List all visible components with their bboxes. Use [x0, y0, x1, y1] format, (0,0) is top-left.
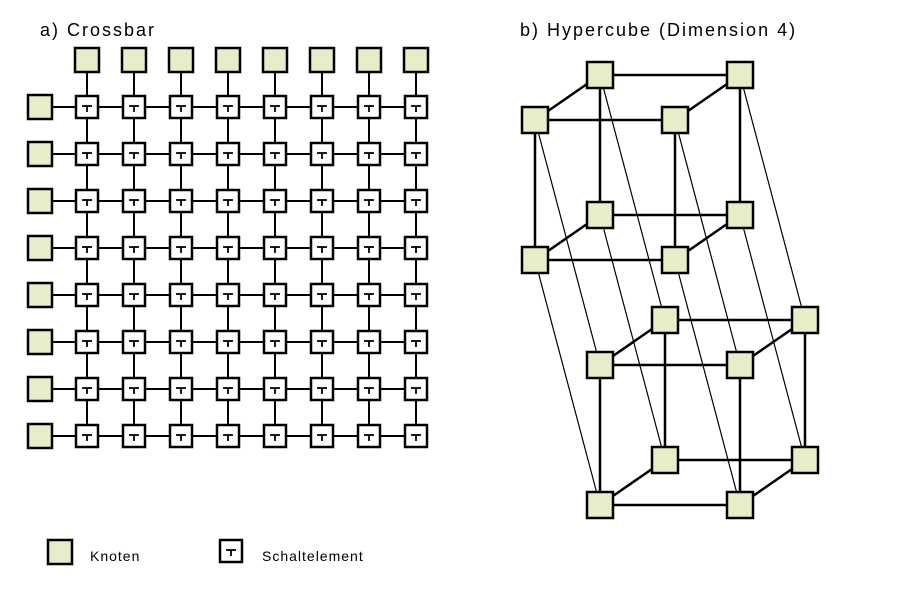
- diagram-container: a) Crossbar b) Hypercube (Dimension 4) K…: [0, 0, 923, 603]
- diagram-svg: [0, 0, 923, 603]
